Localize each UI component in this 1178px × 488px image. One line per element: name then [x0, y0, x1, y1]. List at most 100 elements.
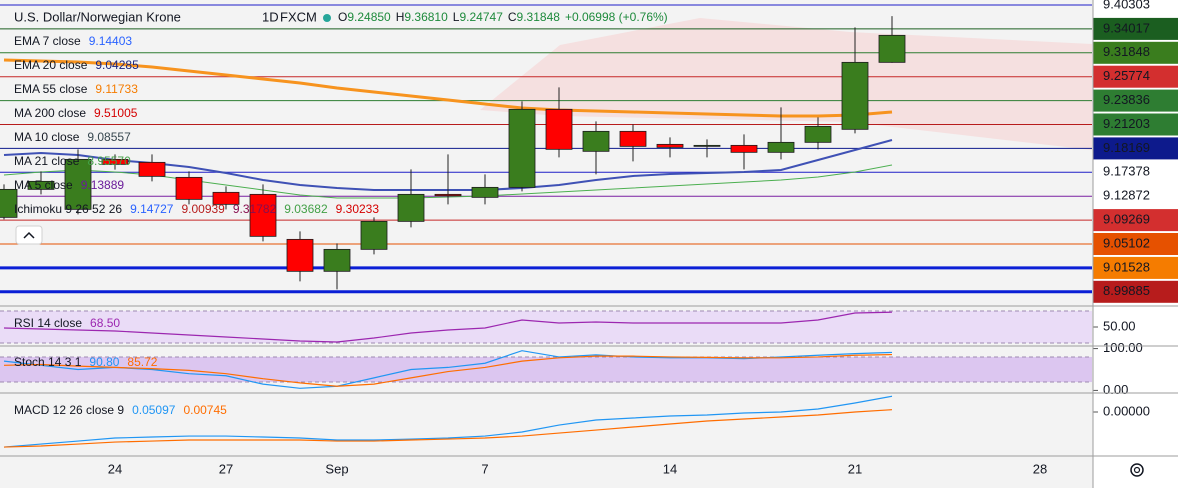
indicator-line	[3, 58, 893, 118]
candle-body	[397, 193, 425, 222]
candle-body	[693, 144, 721, 147]
source: FXCM	[280, 9, 317, 24]
legend-text: L	[453, 10, 460, 24]
candle-body	[545, 108, 573, 150]
settings-button[interactable]	[1130, 463, 1144, 477]
legend-text: 9.31782	[233, 202, 277, 216]
chart-layer: 9.40303 9.34017 9.31848 9.25774 9.23836 9.212…	[0, 0, 1178, 476]
candle-body	[434, 193, 462, 197]
collapse-button[interactable]	[15, 225, 43, 245]
candle-body	[471, 186, 499, 198]
price-tag	[1093, 17, 1178, 40]
status-dot	[323, 14, 331, 22]
legend-text: EMA 55 close	[14, 82, 88, 96]
x-tick-label: 24	[108, 461, 122, 476]
price-tag-label: 9.40303	[1103, 0, 1150, 11]
legend-text: O	[338, 10, 347, 24]
price-tag	[1093, 256, 1178, 279]
candle-body	[101, 158, 129, 165]
price-tag	[1093, 137, 1178, 160]
indicator-legend: EMA 7 close 9.14403	[14, 34, 132, 48]
price-tag	[1093, 209, 1178, 232]
y-tick-label: 0.00000	[1103, 403, 1150, 418]
candle-body	[0, 188, 18, 218]
indicator-line	[3, 350, 893, 389]
price-tag-label: 9.31848	[1103, 44, 1150, 59]
y-tick-label: 0.00	[1103, 382, 1128, 397]
legend-text: Ichimoku 9 26 52 26	[14, 202, 122, 216]
legend-text: 68.50	[90, 316, 120, 330]
y-tick-label: 50.00	[1103, 318, 1136, 333]
price-tag	[1093, 233, 1178, 255]
candle-body	[212, 191, 240, 205]
price-tag	[1093, 41, 1178, 64]
price-tag-label: 8.99885	[1103, 283, 1150, 298]
candle-body	[138, 161, 166, 177]
indicator-line	[3, 311, 893, 343]
legend-text: 9.36810	[404, 10, 448, 24]
legend-text: MACD 12 26 close 9	[14, 403, 124, 417]
legend-text: 9.00939	[181, 202, 225, 216]
legend-text: 8.95570	[87, 154, 131, 168]
price-tag	[1093, 161, 1178, 184]
candle-body	[878, 34, 906, 63]
price-tag-label: 9.21203	[1103, 116, 1150, 131]
candle-body	[730, 144, 758, 153]
legend-text: EMA 20 close	[14, 58, 88, 72]
ohlc-legend: O9.24850 H9.36810 L9.24747 C9.31848 +0.06998…	[338, 10, 668, 24]
candle-body	[804, 125, 832, 143]
price-tag	[1093, 185, 1178, 208]
price-tag-label: 9.09269	[1103, 212, 1150, 227]
y-tick-label: 100.00	[1103, 340, 1143, 355]
interval: 1D	[262, 9, 279, 24]
price-tag	[1093, 113, 1178, 136]
legend-text: 9.11733	[95, 82, 138, 96]
indicator-legend: MA 200 close 9.51005	[14, 106, 138, 120]
indicator-legend: MA 21 close 8.95570	[14, 154, 131, 168]
legend-text: MA 200 close	[14, 106, 86, 120]
legend-text: 9.24850	[347, 10, 391, 24]
legend-text: Stoch 14 3 1	[14, 355, 82, 369]
price-tag	[1093, 89, 1178, 112]
legend-text: 0.05097	[132, 403, 176, 417]
legend-text: 9.08557	[87, 130, 131, 144]
legend-text: C	[508, 10, 517, 24]
gear-icon	[1130, 463, 1144, 477]
legend-text: H	[396, 10, 405, 24]
candle-body	[582, 130, 610, 152]
gear-hub	[1133, 466, 1141, 474]
indicator-legend: Ichimoku 9 26 52 26 9.14727 9.00939 9.31782…	[14, 202, 379, 216]
legend-text: EMA 7 close	[14, 34, 81, 48]
legend-text: 9.30233	[336, 202, 380, 216]
legend-text: 9.14727	[130, 202, 174, 216]
x-tick-label: 14	[663, 461, 677, 476]
pane-legend: MACD 12 26 close 9 0.05097 0.00745	[14, 403, 227, 417]
price-tag-label: 9.34017	[1103, 20, 1150, 35]
x-tick-label: Sep	[325, 461, 348, 476]
price-tag	[1093, 0, 1178, 16]
candle-body	[27, 180, 55, 190]
x-tick-label: 7	[481, 461, 488, 476]
price-tag-label: 9.18169	[1103, 140, 1150, 155]
legend-text: 90.80	[89, 355, 119, 369]
legend-text: 9.51005	[94, 106, 138, 120]
pane-legend: RSI 14 close 68.50	[14, 316, 120, 330]
x-tick-label: 28	[1033, 461, 1047, 476]
band	[0, 311, 1092, 343]
indicator-legend: MA 5 close 9.13889	[14, 178, 124, 192]
legend-text: RSI 14 close	[14, 316, 82, 330]
candle-body	[841, 61, 869, 130]
indicator-legend: EMA 55 close 9.11733	[14, 82, 138, 96]
price-tag	[1093, 65, 1178, 88]
price-tag-label: 9.01528	[1103, 259, 1150, 274]
legend-text: 85.72	[127, 355, 157, 369]
legend-text: MA 21 close	[14, 154, 80, 168]
legend-text: 0.00745	[183, 403, 227, 417]
pane-legend: Stoch 14 3 1 90.80 85.72	[14, 355, 158, 369]
legend-text: MA 5 close	[14, 178, 73, 192]
candle-body	[508, 108, 536, 188]
legend-text: 9.04285	[95, 58, 139, 72]
legend-text: 9.13889	[81, 178, 125, 192]
candle-body	[323, 248, 351, 272]
